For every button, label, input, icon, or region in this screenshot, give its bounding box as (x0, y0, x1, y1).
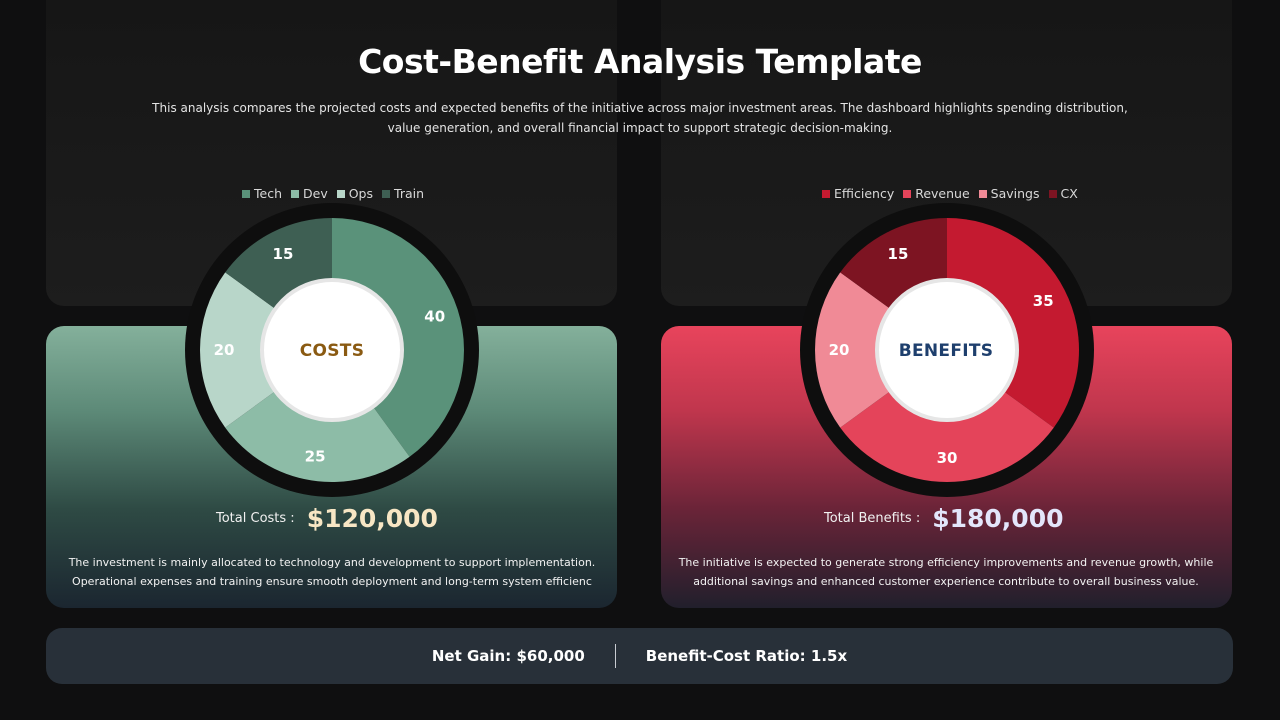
costs-legend-swatch (291, 189, 299, 198)
costs-pie-chart: 40 25 20 15 (185, 203, 479, 497)
costs-legend-label: Tech (254, 186, 282, 201)
benefits-legend-item: Revenue (903, 186, 970, 201)
costs-total: Total Costs : $120,000 (216, 504, 438, 533)
footer-divider (614, 644, 616, 668)
costs-slice-label: 40 (424, 308, 445, 326)
page-subtitle: This analysis compares the projected cos… (152, 101, 1128, 135)
summary-footer: Net Gain: $60,000 Benefit-Cost Ratio: 1.… (46, 628, 1233, 684)
costs-legend: Tech Dev Ops Train (242, 186, 424, 201)
benefits-legend-label: Revenue (915, 186, 970, 201)
benefits-legend-label: Savings (990, 186, 1040, 201)
benefits-pie-chart: 35 30 20 15 (800, 203, 1094, 497)
benefits-legend-label: CX (1060, 186, 1078, 201)
costs-pie-svg: 40 25 20 15 (185, 203, 479, 497)
costs-legend-item: Dev (291, 186, 328, 201)
costs-slice-label: 25 (305, 448, 326, 466)
benefit-cost-ratio: Benefit-Cost Ratio: 1.5x (645, 647, 848, 665)
costs-legend-label: Dev (303, 186, 328, 201)
costs-total-label: Total Costs : (216, 511, 295, 526)
costs-legend-swatch (336, 189, 345, 198)
benefits-description: The initiative is expected to generate s… (678, 556, 1214, 588)
benefits-legend-swatch (1048, 189, 1057, 198)
costs-pie-center (260, 278, 404, 422)
benefits-legend-label: Efficiency (834, 186, 895, 201)
benefits-legend: Efficiency Revenue Savings CX (822, 186, 1078, 201)
costs-slice-label: 20 (214, 341, 235, 359)
costs-slice-label: 15 (273, 245, 294, 263)
benefits-pie-svg: 35 30 20 15 (800, 203, 1094, 497)
net-gain: Net Gain: $60,000 (431, 647, 585, 665)
costs-total-value: $120,000 (306, 504, 438, 533)
benefits-legend-item: Savings (978, 186, 1040, 201)
benefits-pie-center (875, 278, 1019, 422)
benefits-legend-swatch (822, 189, 830, 198)
benefits-slice-label: 20 (829, 341, 850, 359)
benefits-legend-item: CX (1048, 186, 1078, 201)
costs-legend-swatch (382, 189, 391, 198)
benefits-legend-swatch (903, 189, 912, 198)
costs-legend-swatch (242, 189, 250, 198)
page-title: Cost-Benefit Analysis Template (358, 42, 922, 81)
benefits-legend-swatch (978, 189, 987, 198)
benefits-total-label: Total Benefits : (824, 511, 921, 526)
costs-legend-item: Train (382, 186, 424, 201)
benefits-total-value: $180,000 (932, 504, 1064, 533)
benefits-total: Total Benefits : $180,000 (824, 504, 1063, 533)
benefits-slice-label: 15 (888, 245, 909, 263)
benefits-center-label: BENEFITS (898, 341, 994, 361)
costs-center-label: COSTS (299, 341, 365, 361)
costs-legend-item: Ops (336, 186, 374, 201)
costs-legend-label: Train (394, 186, 425, 201)
costs-legend-item: Tech (242, 186, 282, 201)
costs-description: The investment is mainly allocated to te… (68, 556, 596, 588)
benefits-slice-label: 35 (1033, 292, 1054, 310)
benefits-legend-item: Efficiency (822, 186, 894, 201)
costs-legend-label: Ops (348, 186, 374, 201)
benefits-slice-label: 30 (937, 449, 958, 467)
